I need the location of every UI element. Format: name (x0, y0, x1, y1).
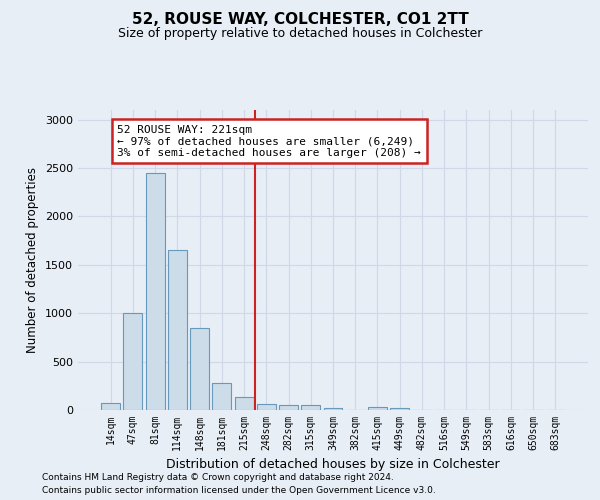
Bar (368, 407, 387, 410)
Bar (257, 404, 276, 410)
Bar (146, 173, 164, 410)
X-axis label: Distribution of detached houses by size in Colchester: Distribution of detached houses by size … (166, 458, 500, 471)
Bar (168, 250, 187, 410)
Bar (323, 408, 343, 410)
Bar (390, 408, 409, 410)
Text: Contains public sector information licensed under the Open Government Licence v3: Contains public sector information licen… (42, 486, 436, 495)
Bar (190, 328, 209, 410)
Text: 52, ROUSE WAY, COLCHESTER, CO1 2TT: 52, ROUSE WAY, COLCHESTER, CO1 2TT (131, 12, 469, 28)
Bar (235, 398, 254, 410)
Y-axis label: Number of detached properties: Number of detached properties (26, 167, 40, 353)
Bar (124, 313, 142, 410)
Bar (212, 383, 231, 410)
Text: Contains HM Land Registry data © Crown copyright and database right 2024.: Contains HM Land Registry data © Crown c… (42, 474, 394, 482)
Text: Size of property relative to detached houses in Colchester: Size of property relative to detached ho… (118, 28, 482, 40)
Text: 52 ROUSE WAY: 221sqm
← 97% of detached houses are smaller (6,249)
3% of semi-det: 52 ROUSE WAY: 221sqm ← 97% of detached h… (118, 124, 421, 158)
Bar (101, 402, 120, 410)
Bar (301, 404, 320, 410)
Bar (279, 404, 298, 410)
